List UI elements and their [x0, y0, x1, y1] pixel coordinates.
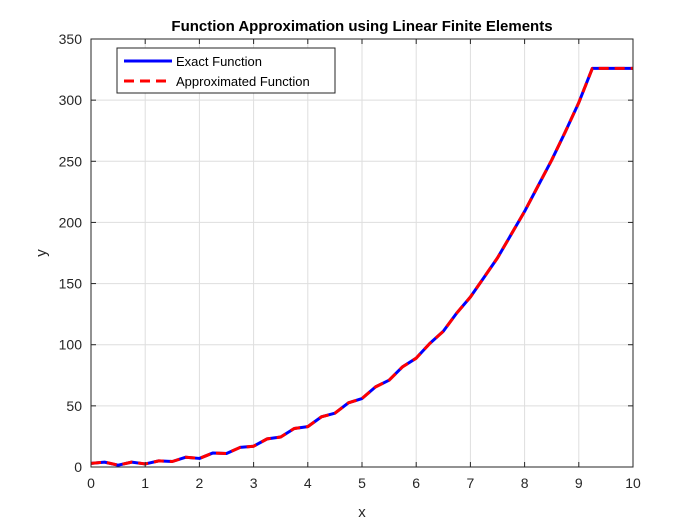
chart-title: Function Approximation using Linear Fini… — [171, 18, 552, 35]
x-tick-label: 6 — [412, 475, 420, 491]
y-tick-label: 0 — [74, 459, 82, 475]
x-tick-label: 2 — [196, 475, 204, 491]
y-tick-label: 50 — [66, 398, 82, 414]
legend-box — [116, 47, 336, 94]
y-tick-label: 150 — [59, 276, 83, 292]
y-tick-label: 250 — [59, 153, 83, 169]
legend-label-approximated: Approximated Function — [176, 74, 310, 89]
y-tick-label: 200 — [59, 214, 83, 230]
y-tick-label: 100 — [59, 337, 83, 353]
x-tick-label: 7 — [467, 475, 475, 491]
plot-lines — [91, 66, 633, 467]
x-tick-label: 10 — [625, 475, 641, 491]
x-tick-label: 4 — [304, 475, 312, 491]
series-line-1 — [91, 66, 633, 467]
x-tick-label: 0 — [87, 475, 95, 491]
x-tick-label: 8 — [521, 475, 529, 491]
y-axis-label: y — [33, 249, 50, 257]
x-tick-label: 3 — [250, 475, 258, 491]
y-tick-label: 350 — [59, 31, 83, 47]
y-tick-label: 300 — [59, 92, 83, 108]
legend-label-exact: Exact Function — [176, 54, 262, 69]
x-tick-label: 1 — [141, 475, 149, 491]
legend: Exact Function Approximated Function — [116, 47, 336, 94]
x-axis-label: x — [358, 504, 366, 521]
x-tick-label: 5 — [358, 475, 366, 491]
x-tick-label: 9 — [575, 475, 583, 491]
